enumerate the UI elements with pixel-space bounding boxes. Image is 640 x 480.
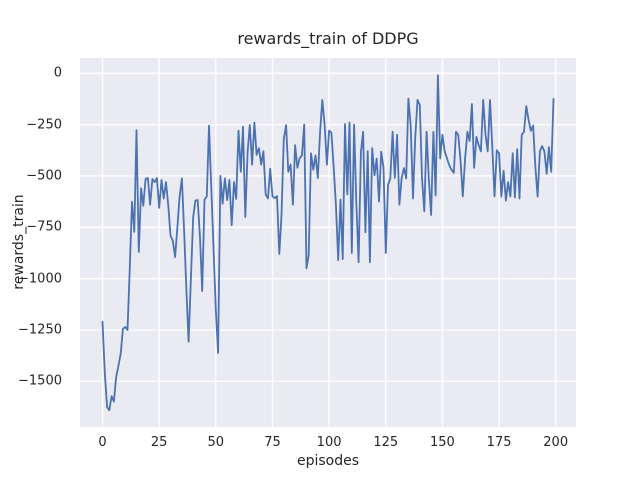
y-tick-label: −250	[26, 117, 62, 133]
x-tick-label: 50	[207, 435, 225, 450]
y-tick-label: −1500	[18, 373, 62, 389]
x-tick-label: 200	[543, 435, 569, 450]
y-tick-label: −500	[26, 168, 62, 184]
x-tick-label: 125	[373, 435, 399, 450]
data-line	[101, 74, 555, 412]
y-tick-label: −750	[26, 219, 62, 235]
x-tick-label: 25	[150, 435, 168, 450]
x-axis-label: episodes	[296, 453, 360, 469]
x-tick-label: 175	[486, 435, 512, 450]
x-tick-label: 75	[264, 435, 281, 450]
x-tick-label: 150	[429, 435, 455, 450]
y-tick-label: −1250	[18, 322, 62, 338]
y-tick-label: −1000	[18, 271, 62, 287]
plot-area	[80, 58, 576, 427]
x-tick-label: 100	[316, 435, 342, 450]
gridlines	[80, 58, 576, 427]
y-tick-label: 0	[53, 65, 62, 81]
x-tick-label: 0	[98, 435, 107, 450]
chart-title: rewards_train of DDPG	[237, 29, 419, 48]
